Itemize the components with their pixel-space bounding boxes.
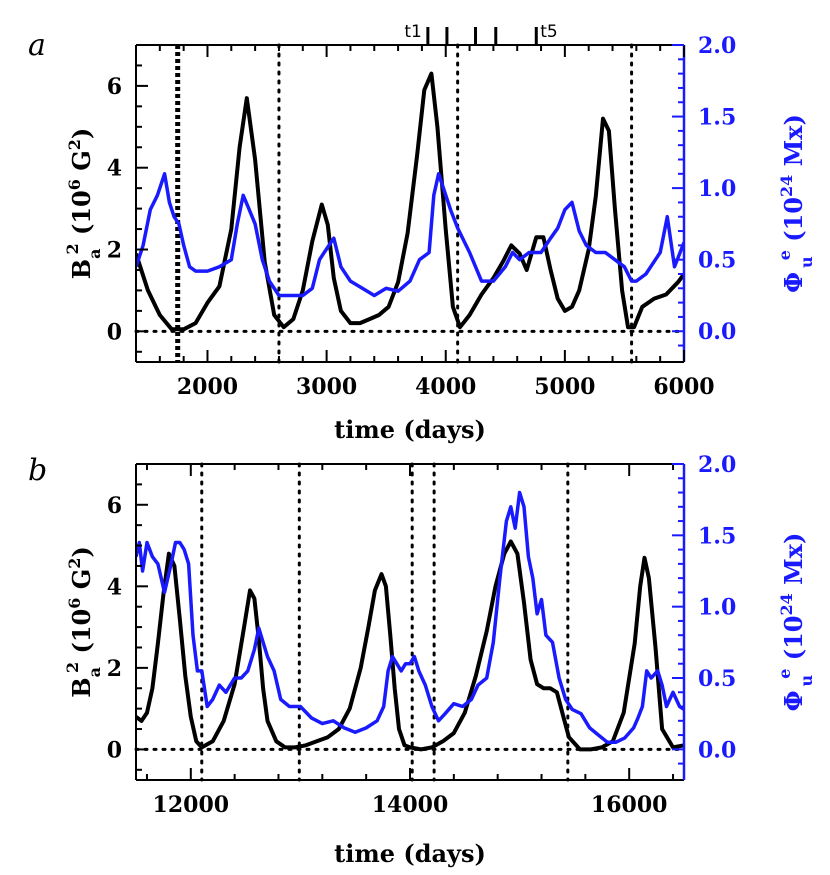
y-left-tick-label: 0	[107, 319, 122, 345]
x-tick-label: 6000	[653, 374, 714, 400]
y-right-axis-title: Φue (1024 Mx)	[775, 114, 816, 293]
panel-b: 12000 14000 16000 0 2 4 6 0.0 0.5 1.0 1.5 2.0 b time …	[28, 452, 816, 868]
y-left-axis-title: Ba2 (106 G2)	[63, 546, 104, 697]
x-tick-label: 2000	[177, 374, 238, 400]
x-axis-title: time (days)	[334, 839, 486, 868]
flux-series-line	[136, 490, 684, 744]
y-left-tick-label: 6	[107, 493, 122, 519]
y-right-tick-label: 0.5	[698, 248, 736, 274]
x-tick-label: 14000	[372, 792, 449, 818]
y-left-tick-label: 4	[107, 156, 122, 182]
x-tick-label: 3000	[296, 374, 357, 400]
y-right-tick-label: 1.0	[698, 595, 736, 621]
x-tick-label: 12000	[153, 792, 230, 818]
time-markers: t1 t5	[404, 22, 558, 45]
y-left-tick-label: 4	[107, 574, 122, 600]
y-right-tick-label: 1.5	[698, 523, 736, 549]
y-right-tick-label: 1.5	[698, 105, 736, 131]
b-squared-series-line	[136, 71, 684, 332]
x-tick-label: 5000	[534, 374, 595, 400]
y-right-tick-label: 1.0	[698, 176, 736, 202]
y-right-tick-label: 2.0	[698, 452, 736, 478]
y-left-tick-label: 6	[107, 74, 122, 100]
y-left-axis-title: Ba2 (106 G2)	[63, 128, 104, 279]
time-marker-label: t1	[404, 22, 421, 42]
panel-label: b	[28, 453, 47, 488]
panel-label: a	[28, 28, 46, 63]
flux-series-line	[136, 172, 684, 298]
y-right-tick-label: 0.5	[698, 666, 736, 692]
b-squared-series-line	[136, 539, 684, 752]
x-tick-label: 16000	[591, 792, 668, 818]
y-right-tick-label: 0.0	[698, 737, 736, 763]
y-right-tick-label: 0.0	[698, 319, 736, 345]
y-left-tick-label: 2	[107, 238, 122, 264]
y-right-tick-label: 2.0	[698, 33, 736, 59]
x-axis-title: time (days)	[334, 415, 486, 444]
time-marker-label: t5	[540, 22, 557, 42]
panel-a: 2000 3000 4000 5000 6000 0 2 4 6 0.0 0.5 1.0 1.5 2.0 a…	[28, 28, 816, 444]
x-tick-label: 4000	[415, 374, 476, 400]
y-left-tick-label: 2	[107, 656, 122, 682]
y-right-axis-title: Φue (1024 Mx)	[775, 533, 816, 712]
y-left-tick-label: 0	[107, 737, 122, 763]
